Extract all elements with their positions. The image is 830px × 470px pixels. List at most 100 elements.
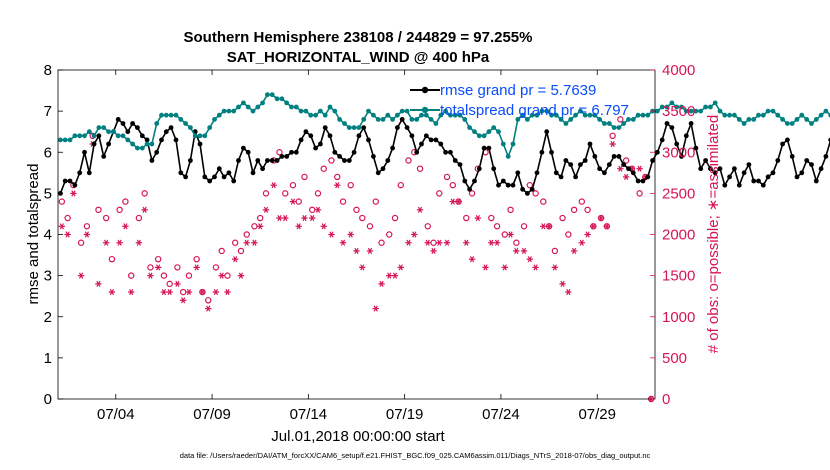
rmse-point [597, 166, 602, 172]
rmse-point [375, 170, 381, 176]
rmse-point [505, 182, 511, 188]
obs-assimilated-point [622, 173, 630, 180]
rmse-point [245, 149, 251, 155]
obs-assimilated-point [218, 272, 225, 279]
y-axis-right-label: # of obs: o=possible; ∗=assimilated [705, 115, 722, 354]
asterisk-stroke [483, 264, 488, 271]
rmse-point [163, 129, 169, 135]
rmse-point [361, 125, 367, 130]
obs-possible-point [127, 272, 135, 279]
y-left-tick-label: 3 [44, 268, 52, 285]
obs-possible-point [540, 198, 547, 205]
asterisk-stroke [156, 264, 161, 271]
spread-point [67, 137, 73, 143]
x-tick-label: 07/19 [386, 406, 424, 423]
obs-possible-point [257, 214, 264, 222]
asterisk-stroke [129, 289, 134, 296]
asterisk-stroke [175, 280, 180, 287]
spread-point [510, 141, 516, 147]
asterisk-stroke [136, 239, 142, 246]
rmse-point [260, 166, 265, 172]
spread-point [380, 117, 386, 122]
obs-possible-point [559, 214, 566, 222]
spread-point [419, 112, 424, 118]
spread-point [236, 104, 241, 110]
y-left-tick-label: 8 [44, 62, 52, 79]
spread-point [722, 112, 728, 118]
spread-point [399, 108, 405, 114]
asterisk-stroke [78, 272, 84, 279]
asterisk-stroke [290, 198, 296, 205]
rmse-point [525, 191, 530, 196]
rmse-point [544, 129, 550, 135]
spread-point [520, 112, 525, 118]
obs-possible-point [320, 165, 327, 172]
rmse-point [510, 182, 516, 188]
rmse-point [500, 178, 506, 184]
obs-assimilated-point [424, 239, 431, 246]
rmse-point [178, 170, 184, 176]
y-right-tick-label: 3000 [662, 144, 695, 161]
spread-point [698, 108, 704, 114]
x-axis: 07/04 07/09 07/14 07/19 07/24 07/29 [97, 70, 616, 423]
rmse-point [168, 125, 174, 130]
spread-point [635, 112, 641, 118]
spread-point [578, 108, 583, 114]
rmse-point [236, 158, 241, 163]
obs-assimilated-point [430, 247, 437, 255]
rmse-point [727, 174, 732, 180]
spread-point [135, 145, 140, 151]
rmse-point [717, 166, 723, 172]
obs-possible-point [526, 181, 534, 189]
rmse-line [59, 117, 830, 195]
asterisk-stroke [340, 239, 346, 246]
rmse-point [327, 133, 333, 139]
spread-point [732, 112, 737, 118]
rmse-point [356, 133, 362, 139]
spread-point [163, 112, 169, 118]
spread-point [265, 92, 270, 98]
rmse-point [794, 174, 800, 180]
rmse-point [115, 117, 121, 122]
asterisk-stroke [546, 223, 552, 230]
spread-point [813, 117, 819, 122]
y-right-tick-label: 2000 [662, 227, 695, 244]
y-axis-left-label: rmse and totalspread [25, 164, 42, 305]
obs-possible-point [218, 247, 225, 255]
asterisk-stroke [206, 305, 211, 312]
rmse-point [438, 141, 444, 147]
spread-point [351, 125, 357, 130]
obs-assimilated-point [212, 289, 220, 296]
obs-possible-point [282, 190, 289, 197]
obs-possible-point [436, 190, 443, 197]
rmse-point [616, 154, 622, 159]
asterisk-stroke [360, 264, 365, 271]
obs-possible-point [179, 288, 187, 296]
rmse-point [322, 125, 328, 130]
obs-possible-point [309, 206, 316, 214]
spread-point [192, 133, 198, 139]
spread-point [481, 133, 487, 139]
spread-point [337, 117, 342, 122]
asterisk-stroke [200, 289, 205, 296]
spread-point [785, 121, 790, 126]
obs-assimilated-point [309, 214, 316, 222]
spread-point [144, 141, 150, 147]
asterisk-stroke [623, 173, 629, 180]
obs-assimilated-point [127, 289, 135, 296]
spread-point [712, 100, 718, 106]
asterisk-stroke [475, 214, 480, 222]
obs-possible-point [347, 181, 354, 189]
spread-point [371, 112, 376, 118]
asterisk-stroke [161, 289, 167, 296]
spread-point [62, 137, 68, 143]
asterisk-stroke [450, 198, 455, 205]
x-tick-label: 07/04 [97, 406, 135, 423]
obs-possible-point [391, 214, 399, 222]
spread-point [457, 112, 463, 118]
asterisk-stroke [469, 256, 475, 263]
x-tick-label: 07/29 [578, 406, 616, 423]
spread-point [818, 112, 824, 118]
spread-point [178, 117, 184, 122]
legend-rmse-marker [421, 86, 429, 94]
